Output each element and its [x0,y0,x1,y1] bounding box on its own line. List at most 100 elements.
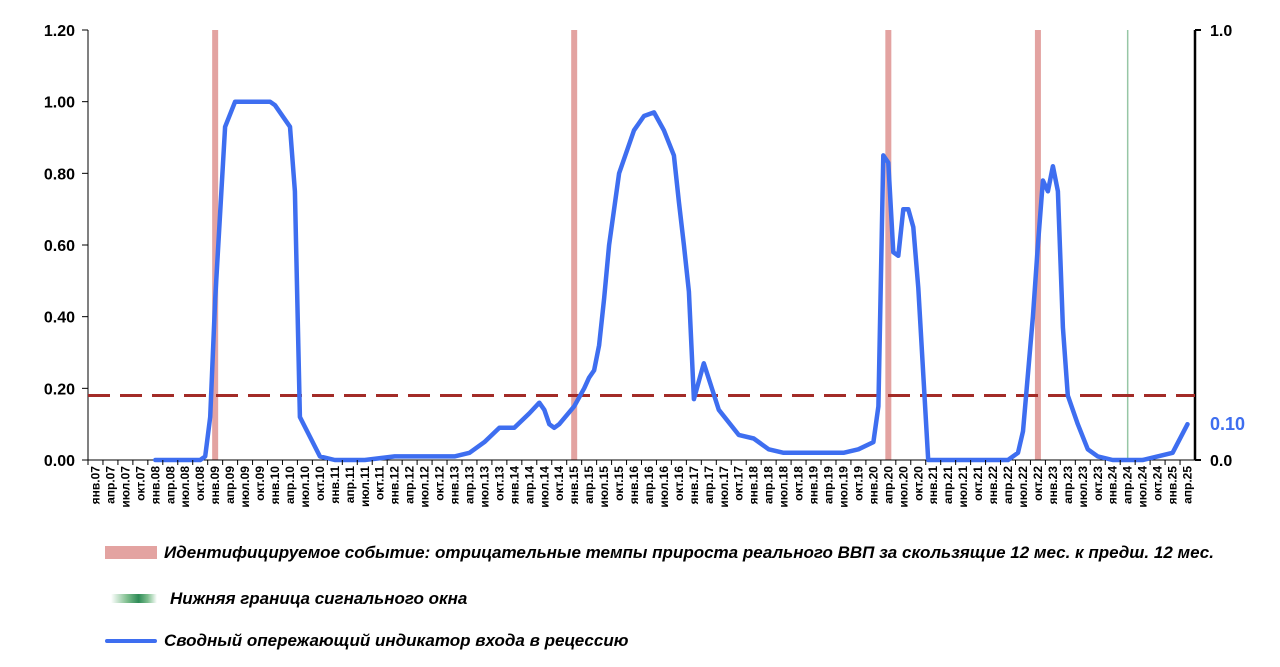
x-tick-label: июл.15 [597,466,611,508]
x-tick-label: янв.12 [388,466,402,505]
x-tick-label: апр.10 [283,466,297,504]
x-tick-label: янв.23 [1046,466,1060,505]
y-left-tick-label: 1.00 [44,95,75,112]
x-tick-label: окт.10 [313,466,327,501]
legend-label-event: Идентифицируемое событие: отрицательные … [164,543,1214,562]
x-tick-label: июл.19 [837,466,851,508]
legend-label-series: Сводный опережающий индикатор входа в ре… [164,631,629,650]
x-tick-label: апр.18 [762,466,776,504]
legend-label-window: Нижняя граница сигнального окна [170,589,468,608]
x-tick-label: окт.20 [911,466,925,501]
series-line-1 [153,99,1190,463]
y-axis-right-ticks: 0.0 1.0 [1195,23,1232,470]
y-axis-left-ticks: 0.00 0.20 0.40 0.60 0.80 1.00 1.20 [44,23,88,470]
x-tick-label: янв.09 [208,466,222,505]
x-tick-label: апр.12 [403,466,417,504]
x-tick-label: июл.20 [896,466,910,508]
x-tick-label: апр.17 [702,466,716,504]
legend-item-event: Идентифицируемое событие: отрицательные … [105,542,1225,563]
legend-item-window: Нижняя граница сигнального окна [105,588,467,609]
x-tick-label: окт.08 [193,466,207,501]
x-tick-label: июл.09 [238,466,252,508]
x-tick-label: июл.21 [956,466,970,508]
x-tick-label: окт.07 [133,466,147,501]
legend-item-series: Сводный опережающий индикатор входа в ре… [105,630,628,651]
x-tick-label: июл.23 [1076,466,1090,508]
x-tick-label: июл.08 [178,466,192,508]
x-tick-label: окт.16 [672,466,686,501]
event-bar-2 [571,30,578,460]
y-left-tick-label: 1.20 [44,23,75,40]
x-tick-label: июл.24 [1136,466,1150,508]
x-tick-label: янв.11 [328,466,342,504]
x-tick-label: апр.09 [223,466,237,504]
x-tick-label: апр.16 [642,466,656,504]
x-tick-label: июл.07 [118,466,132,508]
y-right-tick-label: 1.0 [1210,23,1232,40]
x-tick-label: окт.18 [792,466,806,501]
x-tick-label: окт.22 [1031,466,1045,501]
x-tick-label: окт.21 [971,466,985,501]
x-tick-label: апр.13 [463,466,477,504]
y-left-tick-label: 0.80 [44,166,75,183]
x-tick-label: апр.11 [343,466,357,504]
x-tick-label: янв.19 [807,466,821,505]
x-tick-label: янв.10 [268,466,282,505]
y-left-tick-label: 0.40 [44,310,75,327]
end-value-label-group: 0.10 [1210,414,1245,434]
x-tick-label: апр.15 [582,466,596,504]
x-tick-label: окт.14 [552,466,566,501]
x-tick-label: июл.13 [477,466,491,508]
x-tick-label: окт.13 [492,466,506,501]
x-tick-label: июл.22 [1016,466,1030,508]
x-tick-label: окт.12 [433,466,447,501]
x-tick-label: янв.20 [866,466,880,505]
x-tick-label: апр.23 [1061,466,1075,504]
x-tick-label: янв.24 [1106,466,1120,505]
x-tick-label: окт.15 [612,466,626,501]
series-group [153,99,1190,463]
x-tick-label: июл.10 [298,466,312,508]
x-tick-label: янв.17 [687,466,701,505]
x-tick-label: окт.23 [1091,466,1105,501]
x-tick-label: янв.13 [448,466,462,505]
x-tick-label: янв.08 [148,466,162,505]
x-tick-label: июл.12 [418,466,432,508]
y-left-tick-label: 0.20 [44,381,75,398]
x-tick-label: янв.15 [567,466,581,505]
legend-swatch-event [105,546,157,559]
legend-swatch-series [105,639,157,643]
x-tick-label: янв.18 [747,466,761,505]
event-bar-1 [212,30,219,460]
x-tick-label: янв.21 [926,466,940,505]
x-tick-label: июл.14 [537,466,551,508]
x-axis-ticks: янв.07 апр.07 июл.07 окт.07 янв.08 апр.08 июл.… [87,460,1195,508]
x-tick-label: апр.22 [1001,466,1015,504]
x-tick-label: янв.14 [507,466,521,505]
x-tick-label: окт.19 [851,466,865,501]
x-tick-label: апр.14 [522,466,536,504]
x-tick-label: апр.25 [1181,466,1195,504]
y-left-tick-label: 0.60 [44,238,75,255]
x-tick-label: апр.07 [103,466,117,504]
y-left-tick-label: 0.00 [44,453,75,470]
x-tick-label: окт.24 [1151,466,1165,501]
x-tick-label: окт.11 [373,466,387,501]
x-tick-label: янв.16 [627,466,641,505]
x-tick-label: июл.18 [777,466,791,508]
x-tick-label: окт.09 [253,466,267,501]
x-tick-label: июл.11 [358,466,372,507]
event-bar-3 [885,30,892,460]
x-tick-label: апр.21 [941,466,955,504]
x-tick-label: янв.25 [1166,466,1180,505]
x-tick-label: янв.07 [89,466,103,505]
x-tick-label: апр.20 [881,466,895,504]
x-tick-label: апр.08 [163,466,177,504]
legend-swatch-window [111,594,157,603]
y-right-tick-label: 0.0 [1210,453,1232,470]
end-value-label: 0.10 [1210,414,1245,434]
x-tick-label: апр.19 [822,466,836,504]
x-tick-label: июл.17 [717,466,731,508]
